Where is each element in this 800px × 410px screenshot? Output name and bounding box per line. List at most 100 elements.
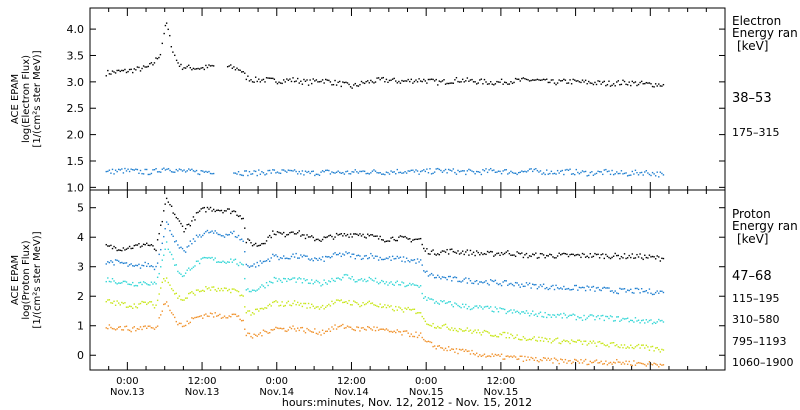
data-point (619, 258, 621, 260)
data-point (208, 287, 210, 289)
data-point (195, 316, 198, 319)
electron-ylabel-line-2: log(Electron Flux) (21, 55, 32, 143)
data-point (606, 344, 609, 346)
data-point (639, 347, 641, 349)
data-point (471, 78, 473, 81)
data-point (256, 245, 258, 247)
data-point (130, 168, 132, 170)
data-point (128, 283, 131, 286)
data-point (630, 344, 632, 346)
data-point (577, 253, 579, 256)
data-point (226, 317, 229, 319)
data-point (286, 302, 288, 304)
data-point (247, 310, 249, 312)
data-point (309, 172, 311, 175)
data-point (605, 287, 607, 289)
x-tick-date: Nov.14 (259, 387, 294, 398)
data-point (396, 280, 399, 282)
data-point (418, 286, 420, 288)
data-point (119, 262, 121, 264)
data-point (192, 266, 195, 268)
data-point (223, 236, 226, 238)
data-point (279, 279, 282, 282)
data-point (183, 67, 185, 69)
data-point (382, 258, 384, 261)
data-point (292, 253, 294, 255)
data-point (653, 321, 655, 324)
data-point (497, 283, 500, 286)
data-point (561, 359, 563, 361)
data-point (377, 238, 380, 240)
data-point (209, 231, 212, 233)
data-point (597, 362, 599, 364)
data-point (108, 169, 111, 171)
data-point (628, 81, 630, 83)
data-point (597, 253, 599, 256)
data-point (314, 281, 316, 283)
data-point (340, 279, 342, 281)
data-point (149, 284, 151, 286)
data-point (602, 363, 604, 365)
data-point (273, 255, 276, 257)
data-point (662, 174, 665, 176)
data-point (402, 282, 405, 284)
data-point (284, 304, 286, 307)
data-point (281, 281, 283, 284)
data-point (111, 277, 114, 280)
data-point (158, 293, 160, 295)
data-point (659, 85, 662, 87)
data-point (160, 171, 162, 173)
data-point (167, 281, 170, 284)
data-point (636, 253, 638, 256)
data-point (650, 292, 652, 294)
data-point (370, 302, 372, 305)
data-point (541, 253, 543, 255)
data-point (600, 289, 602, 292)
data-point (113, 280, 115, 282)
data-point (359, 83, 361, 86)
data-point (132, 307, 134, 309)
data-point (630, 364, 632, 366)
electron-y-label: ACE EPAM log(Electron Flux) [1/(cm²s ste… (10, 50, 43, 147)
data-point (639, 322, 641, 324)
data-point (622, 288, 624, 290)
data-point (564, 169, 567, 171)
data-point (169, 251, 171, 253)
data-point (650, 363, 652, 365)
data-point (209, 289, 212, 291)
data-point (177, 244, 179, 246)
data-point (114, 282, 117, 284)
data-point (270, 281, 272, 284)
data-point (332, 328, 335, 330)
data-point (628, 320, 630, 323)
data-point (315, 238, 318, 241)
y-tick-label: 3 (77, 261, 84, 274)
data-point (200, 170, 202, 172)
data-point (594, 252, 596, 255)
data-point (449, 248, 451, 251)
data-point (247, 174, 249, 177)
data-point (184, 67, 187, 69)
data-point (415, 238, 417, 240)
data-point (279, 82, 282, 84)
data-point (597, 80, 599, 82)
data-point (293, 300, 296, 302)
data-point (289, 304, 291, 306)
data-point (552, 256, 554, 258)
data-point (254, 242, 257, 245)
data-point (186, 65, 188, 68)
data-point (128, 68, 131, 71)
data-point (472, 171, 475, 173)
data-point (155, 304, 157, 306)
data-point (138, 242, 140, 245)
data-point (575, 341, 577, 343)
data-point (181, 299, 184, 301)
data-point (287, 257, 290, 260)
data-point (108, 261, 111, 264)
data-point (377, 172, 380, 174)
data-point (228, 208, 230, 210)
data-point (262, 329, 265, 331)
data-point (407, 306, 409, 309)
data-point (413, 238, 416, 241)
data-point (609, 342, 612, 344)
